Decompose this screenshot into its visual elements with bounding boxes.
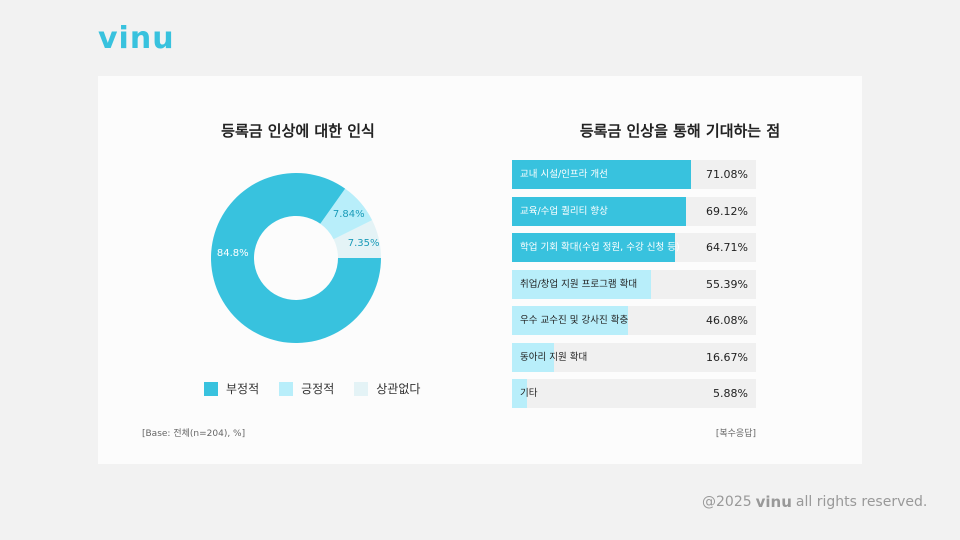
bar	[512, 379, 527, 408]
donut-legend: 부정적 긍정적 상관없다	[204, 380, 420, 397]
legend-swatch	[204, 381, 218, 396]
multiple-response-note: [복수응답]	[715, 429, 756, 439]
legend-label: 부정적	[226, 382, 260, 396]
bar-value: 69.12%	[706, 204, 748, 218]
bar-label: 교육/수업 퀄리티 향상	[520, 205, 608, 217]
footer-logo: vinu	[755, 493, 792, 511]
bar-label: 학업 기회 확대(수업 정원, 수강 신청 등)	[520, 242, 680, 253]
donut-slice	[320, 188, 373, 240]
legend-label: 긍정적	[301, 382, 335, 396]
legend-swatch	[354, 381, 369, 396]
donut-chart: 7.35% 7.84% 84.8%	[211, 173, 381, 343]
bar	[512, 160, 691, 189]
donut-data-label: 7.84%	[333, 209, 365, 220]
bar-row: 기타 5.88%	[512, 379, 756, 408]
bar-label: 동아리 지원 확대	[520, 351, 588, 363]
donut-data-label: 7.35%	[348, 238, 380, 249]
bar-label: 교내 시설/인프라 개선	[520, 169, 608, 180]
bar-label: 기타	[520, 388, 538, 399]
donut-slice	[333, 220, 381, 258]
bar	[512, 306, 628, 335]
bar-label: 우수 교수진 및 강사진 확충	[520, 315, 629, 326]
donut-chart-title: 등록금 인상에 대한 인식	[221, 122, 375, 140]
bar-value: 5.88%	[713, 387, 748, 400]
bar-value: 71.08%	[706, 168, 748, 181]
legend-item: 부정적	[204, 380, 259, 397]
bar-chart: 교내 시설/인프라 개선 71.08% 교육/수업 퀄리티 향상 69.12% 학업 기…	[512, 160, 756, 416]
vinu-logo: vinu	[98, 21, 175, 56]
bar-row: 우수 교수진 및 강사진 확충 46.08%	[512, 306, 756, 335]
bar-row: 동아리 지원 확대 16.67%	[512, 342, 756, 372]
footer-year: @2025	[702, 494, 752, 510]
bar	[512, 196, 686, 226]
legend-item: 상관없다	[354, 380, 420, 397]
legend-swatch	[279, 381, 294, 396]
footer-text: all rights reserved.	[795, 494, 928, 510]
bar	[512, 269, 652, 299]
bar-row: 학업 기회 확대(수업 정원, 수강 신청 등) 64.71%	[512, 233, 756, 262]
base-note: [Base: 전체(n=204), %]	[142, 429, 246, 439]
bar-row: 취업/창업 지원 프로그램 확대 55.39%	[512, 269, 756, 299]
survey-card: 등록금 인상에 대한 인식 등록금 인상을 통해 기대하는 점 7.35% 7.8…	[98, 76, 862, 464]
bar	[512, 233, 675, 262]
bar-value: 64.71%	[706, 241, 748, 254]
bar-label: 취업/창업 지원 프로그램 확대	[520, 278, 638, 290]
bar	[512, 342, 554, 372]
donut-data-label: 84.8%	[217, 248, 249, 259]
bar-row: 교육/수업 퀄리티 향상 69.12%	[512, 196, 756, 226]
bar-chart-title: 등록금 인상을 통해 기대하는 점	[579, 122, 781, 140]
footer: @2025 vinu all rights reserved.	[702, 493, 927, 511]
donut-slice	[211, 173, 381, 343]
bar-row: 교내 시설/인프라 개선 71.08%	[512, 160, 756, 189]
bar-value: 55.39%	[706, 277, 748, 291]
bar-value: 46.08%	[706, 314, 748, 327]
legend-label: 상관없다	[376, 382, 421, 396]
bar-value: 16.67%	[706, 350, 748, 364]
legend-item: 긍정적	[279, 380, 334, 397]
